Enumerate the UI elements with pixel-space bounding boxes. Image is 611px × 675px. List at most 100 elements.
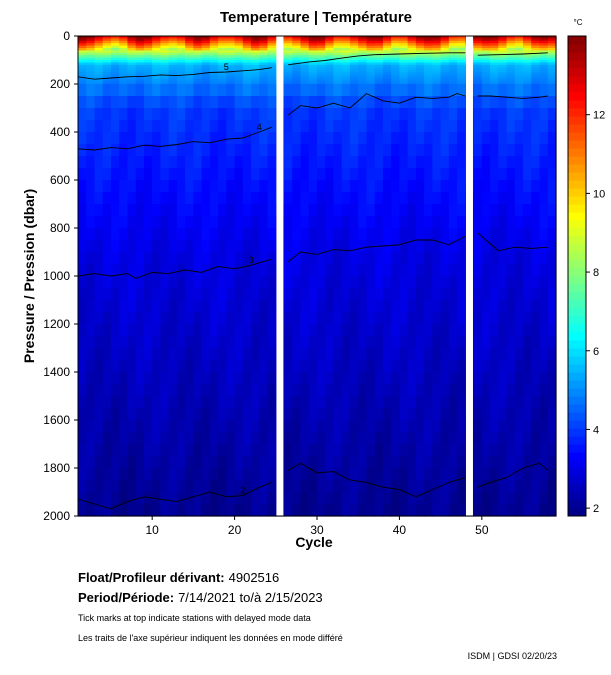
heatmap-cell xyxy=(399,43,409,47)
heatmap-cell xyxy=(185,336,194,349)
heatmap-cell xyxy=(481,74,491,78)
heatmap-cell xyxy=(94,348,104,361)
heatmap-cell xyxy=(481,45,491,49)
heatmap-cell xyxy=(209,276,219,289)
heatmap-cell xyxy=(539,288,549,301)
note-english: Tick marks at top indicate stations with… xyxy=(78,613,311,623)
heatmap-cell xyxy=(432,48,442,51)
heatmap-cell xyxy=(176,264,186,277)
heatmap-cell xyxy=(267,192,277,205)
heatmap-cell xyxy=(185,324,194,337)
heatmap-cell xyxy=(448,84,458,97)
heatmap-cell xyxy=(127,108,137,121)
heatmap-cell xyxy=(506,300,516,313)
heatmap-cell xyxy=(102,324,112,337)
heatmap-cell xyxy=(110,50,120,54)
heatmap-cell xyxy=(300,43,310,47)
heatmap-cell xyxy=(86,252,96,265)
heatmap-cell xyxy=(531,240,541,253)
heatmap-cell xyxy=(481,348,491,361)
heatmap-cell xyxy=(523,276,532,289)
heatmap-cell xyxy=(523,300,532,313)
heatmap-cell xyxy=(135,312,145,325)
heatmap-cell xyxy=(399,360,409,373)
heatmap-cell xyxy=(218,240,227,253)
heatmap-cell xyxy=(366,468,376,481)
heatmap-cell xyxy=(349,45,359,49)
heatmap-cell xyxy=(317,480,326,493)
heatmap-cell xyxy=(498,348,508,361)
heatmap-cell xyxy=(498,64,508,68)
heatmap-cell xyxy=(399,252,409,265)
heatmap-cell xyxy=(127,62,137,66)
heatmap-cell xyxy=(382,264,392,277)
heatmap-cell xyxy=(119,67,129,71)
heatmap-cell xyxy=(119,468,129,481)
heatmap-cell xyxy=(234,228,244,241)
heatmap-cell xyxy=(448,108,458,121)
heatmap-cell xyxy=(110,64,120,68)
heatmap-cell xyxy=(127,79,137,83)
heatmap-cell xyxy=(218,192,227,205)
heatmap-cell xyxy=(457,300,466,313)
heatmap-cell xyxy=(127,144,137,157)
heatmap-cell xyxy=(152,396,162,409)
heatmap-cell xyxy=(102,96,112,109)
heatmap-cell xyxy=(292,45,302,49)
heatmap-cell xyxy=(226,252,236,265)
heatmap-cell xyxy=(201,468,211,481)
heatmap-cell xyxy=(127,252,137,265)
heatmap-cell xyxy=(498,132,508,145)
heatmap-cell xyxy=(506,336,516,349)
heatmap-cell xyxy=(366,45,376,49)
heatmap-cell xyxy=(267,324,277,337)
heatmap-cell xyxy=(308,79,318,83)
heatmap-cell xyxy=(457,324,466,337)
heatmap-cell xyxy=(143,67,153,71)
heatmap-cell xyxy=(78,180,87,193)
heatmap-cell xyxy=(473,67,483,71)
heatmap-cell xyxy=(407,480,417,493)
y-tick-label: 600 xyxy=(50,173,70,187)
heatmap-cell xyxy=(267,64,277,68)
heatmap-cell xyxy=(168,96,178,109)
heatmap-cell xyxy=(325,76,335,80)
heatmap-cell xyxy=(284,120,293,133)
heatmap-cell xyxy=(325,468,335,481)
heatmap-cell xyxy=(506,84,516,97)
heatmap-cell xyxy=(185,67,194,71)
heatmap-cell xyxy=(333,81,343,85)
heatmap-cell xyxy=(176,468,186,481)
heatmap-cell xyxy=(349,312,359,325)
heatmap-cell xyxy=(259,57,269,61)
heatmap-cell xyxy=(382,312,392,325)
heatmap-cell xyxy=(94,55,104,59)
heatmap-cell xyxy=(424,144,433,157)
heatmap-cell xyxy=(300,50,310,54)
heatmap-cell xyxy=(514,504,524,517)
heatmap-cell xyxy=(391,228,401,241)
heatmap-cell xyxy=(349,180,359,193)
heatmap-cell xyxy=(185,36,194,39)
heatmap-cell xyxy=(399,372,409,385)
heatmap-cell xyxy=(498,468,508,481)
heatmap-cell xyxy=(102,48,112,51)
heatmap-cell xyxy=(135,72,145,75)
heatmap-cell xyxy=(399,72,409,75)
heatmap-cell xyxy=(358,72,368,75)
heatmap-cell xyxy=(143,52,153,56)
heatmap-cell xyxy=(234,96,244,109)
heatmap-cell xyxy=(152,40,162,44)
heatmap-cell xyxy=(440,192,450,205)
heatmap-cell xyxy=(440,504,450,517)
heatmap-cell xyxy=(506,216,516,229)
heatmap-cell xyxy=(391,396,401,409)
heatmap-cell xyxy=(218,264,227,277)
colorbar-segment xyxy=(568,228,586,237)
heatmap-cell xyxy=(135,64,145,68)
heatmap-cell xyxy=(168,384,178,397)
heatmap-cell xyxy=(201,336,211,349)
heatmap-cell xyxy=(382,84,392,97)
heatmap-cell xyxy=(168,168,178,181)
